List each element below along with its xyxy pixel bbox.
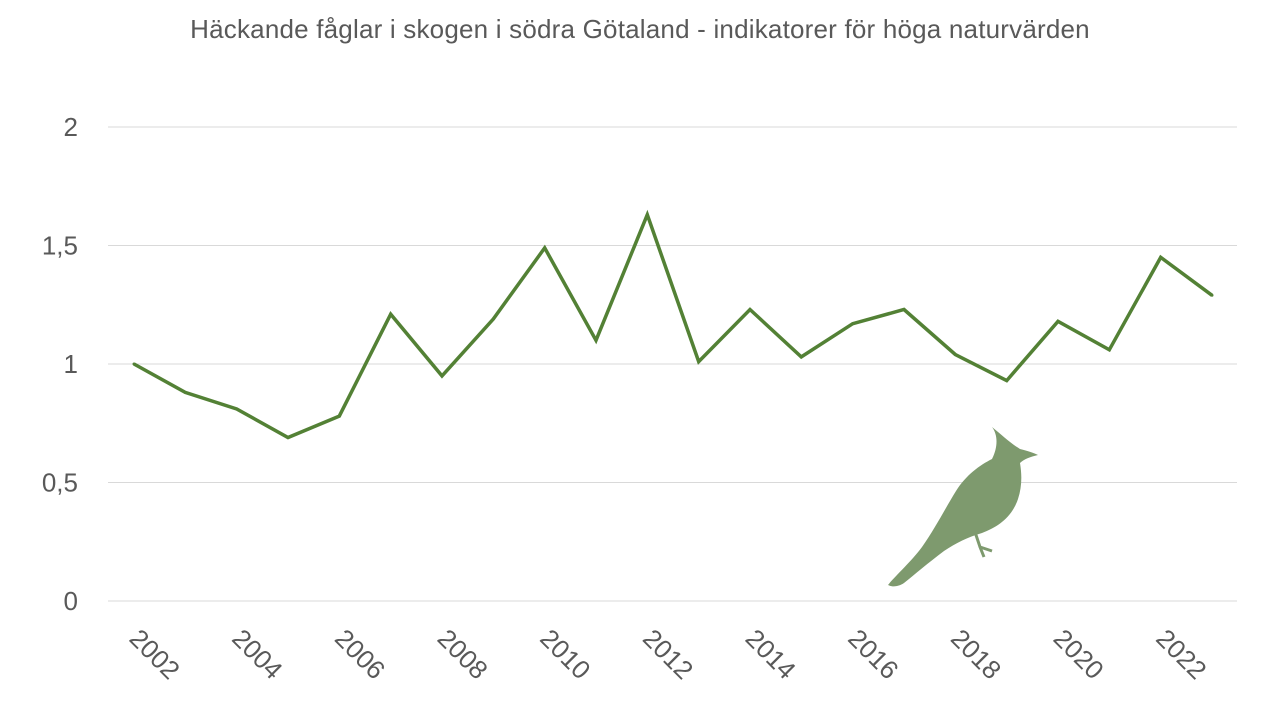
data-point (1005, 379, 1009, 383)
data-point (645, 213, 649, 217)
x-tick-label: 2018 (945, 623, 1007, 685)
y-tick-label: 0 (64, 586, 78, 616)
x-tick-label: 2020 (1048, 623, 1110, 685)
data-point (697, 360, 701, 364)
series-group (132, 209, 1214, 440)
x-tick-label: 2016 (842, 623, 904, 685)
y-tick-label: 0,5 (42, 468, 78, 498)
y-tick-label: 2 (64, 112, 78, 142)
y-axis-ticks: 0 0,5 1 1,5 2 (42, 112, 78, 616)
gridlines (108, 126, 1237, 602)
x-tick-label: 2010 (534, 623, 596, 685)
data-point (851, 322, 855, 326)
y-tick-label: 1 (64, 349, 78, 379)
data-point (543, 246, 547, 250)
series-line (133, 209, 1214, 440)
data-point (389, 312, 393, 316)
bird-silhouette-icon (888, 427, 1038, 587)
x-tick-label: 2008 (432, 623, 494, 685)
bird-legs (972, 528, 993, 558)
data-point (491, 317, 495, 321)
y-tick-label: 1,5 (42, 231, 78, 261)
data-point (953, 353, 957, 357)
data-point (132, 362, 136, 366)
x-axis-ticks: 2002 2004 2006 2008 2010 2012 2014 2016 2018 2020… (124, 623, 1213, 685)
data-point (902, 307, 906, 311)
data-point (337, 414, 341, 418)
data-point (594, 338, 598, 342)
x-tick-label: 2002 (124, 623, 186, 685)
data-point (1107, 348, 1111, 352)
data-point (748, 307, 752, 311)
data-point (440, 374, 444, 378)
data-point (799, 355, 803, 359)
data-point (286, 435, 290, 439)
data-point (235, 407, 239, 411)
x-tick-label: 2022 (1150, 623, 1212, 685)
chart-title: Häckande fåglar i skogen i södra Götalan… (190, 14, 1090, 44)
data-point (1056, 319, 1060, 323)
x-tick-label: 2014 (740, 623, 802, 685)
bird-body (888, 427, 1038, 587)
data-point (183, 390, 187, 394)
data-point (1159, 255, 1163, 259)
data-point (1210, 293, 1214, 297)
x-tick-label: 2006 (329, 623, 391, 685)
x-tick-label: 2012 (637, 623, 699, 685)
x-tick-label: 2004 (226, 623, 288, 685)
